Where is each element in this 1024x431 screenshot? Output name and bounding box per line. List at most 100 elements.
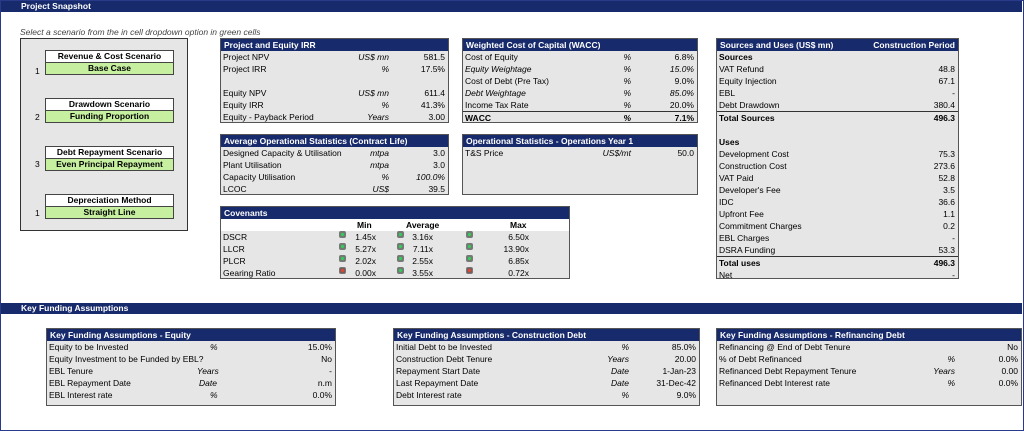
table-row: Equity Weightage% 15.0% [465,64,694,74]
table-row: Plant Utilisation mtpa 3.0 [223,160,445,170]
scenario-index: 3 [35,159,40,169]
table-row: LLCR 5.27x 7.11x 13.90x [223,243,529,254]
panel-title: Covenants [224,208,268,218]
table-row: Equity to be Invested% 15.0% [49,342,332,352]
table-row: Cost of Debt (Pre Tax)% 9.0% [465,76,694,86]
table-row: Debt Drawdown 380.4 [719,100,955,110]
table-row: Debt Interest rate% 9.0% [396,390,696,400]
status-light-icon [339,255,346,262]
table-row: DSCR 1.45x 3.16x 6.50x [223,231,529,242]
scenario-index: 1 [35,208,40,218]
scenario-dropdown-debt-repayment[interactable]: Even Principal Repayment [46,158,173,170]
avg-operational-stats-panel: Average Operational Statistics (Contract… [220,134,449,195]
table-row: Capacity Utilisation% 100.0% [223,172,445,182]
section-header-project-snapshot: Project Snapshot [1,1,1022,12]
sources-uses-panel: Sources and Uses (US$ mn) Construction Pe… [716,38,959,280]
uses-heading: Uses [719,137,740,147]
panel-title: Project and Equity IRR [224,40,316,50]
table-row: T&S Price US$/mt 50.0 [465,148,694,158]
status-light-icon [466,243,473,250]
table-row: EBL Tenure Years - [49,366,332,376]
scenario-dropdown-drawdown[interactable]: Funding Proportion [46,110,173,122]
covenants-panel: Covenants Min Average Max DSCR 1.45x 3.1… [220,206,570,279]
instruction-text: Select a scenario from the in cell dropd… [20,27,261,37]
table-row: EBL Interest rate% 0.0% [49,390,332,400]
table-row: EBL - [719,88,955,98]
scenario-dropdown-revenue[interactable]: Base Case [46,62,173,74]
status-light-icon [397,267,404,274]
table-row: Equity IRR% 41.3% [223,100,445,110]
wacc-panel: Weighted Cost of Capital (WACC) Cost of … [462,38,698,123]
table-row: Upfront Fee 1.1 [719,209,955,219]
table-row: Equity Injection 67.1 [719,76,955,86]
table-row-wacc-total: WACC% 7.1% [463,111,697,123]
scenario-title: Revenue & Cost Scenario [46,51,173,62]
panel-title: Key Funding Assumptions - Construction D… [397,330,587,340]
table-row: Project NPV US$ mn 581.5 [223,52,445,62]
table-row: VAT Refund 48.8 [719,64,955,74]
table-row: VAT Paid 52.8 [719,173,955,183]
table-row: Refinanced Debt Repayment Tenure Years 0.0… [719,366,1018,376]
table-row: Development Cost 75.3 [719,149,955,159]
table-row: EBL Charges - [719,233,955,243]
total-sources-row: Total Sources 496.3 [717,111,958,124]
covenants-header-row: Min Average Max [221,219,569,231]
scenario-index: 2 [35,112,40,122]
panel-title: Average Operational Statistics (Contract… [224,136,408,146]
table-row: % of Debt Refinanced% 0.0% [719,354,1018,364]
panel-title: Sources and Uses (US$ mn) [720,40,834,50]
scenario-title: Depreciation Method [46,195,173,206]
table-row: Refinanced Debt Interest rate% 0.0% [719,378,1018,388]
table-row: Commitment Charges 0.2 [719,221,955,231]
panel-title: Key Funding Assumptions - Equity [50,330,191,340]
table-row: Equity Investment to be Funded by EBL? No [49,354,332,364]
table-row: Equity NPV US$ mn 611.4 [223,88,445,98]
table-row: Repayment Start Date Date 1-Jan-23 [396,366,696,376]
scenario-index: 1 [35,66,40,76]
table-row: LCOC US$ 39.5 [223,184,445,194]
table-row: Construction Cost 273.6 [719,161,955,171]
kfa-equity-panel: Key Funding Assumptions - Equity Equity … [46,328,336,406]
period-header: Construction Period [873,40,955,50]
panel-title: Operational Statistics - Operations Year… [466,136,634,146]
kfa-refinancing-debt-panel: Key Funding Assumptions - Refinancing De… [716,328,1022,406]
scenario-selector-panel: 1 Revenue & Cost Scenario Base Case 2 Dr… [20,38,188,231]
panel-title: Weighted Cost of Capital (WACC) [466,40,601,50]
status-light-icon [339,243,346,250]
status-light-icon [339,267,346,274]
status-light-icon [397,255,404,262]
section-header-key-funding: Key Funding Assumptions [1,303,1022,314]
table-row: Refinancing @ End of Debt Tenure No [719,342,1018,352]
table-row: Cost of Equity% 6.8% [465,52,694,62]
table-row: Income Tax Rate% 20.0% [465,100,694,110]
table-row: Construction Debt Tenure Years 20.00 [396,354,696,364]
scenario-dropdown-depreciation[interactable]: Straight Line [46,206,173,218]
table-row: Developer's Fee 3.5 [719,185,955,195]
table-row: IDC 36.6 [719,197,955,207]
table-row: Gearing Ratio 0.00x 3.55x 0.72x [223,267,529,278]
status-light-icon [466,267,473,274]
scenario-box-drawdown: Drawdown Scenario Funding Proportion [45,98,174,123]
table-row: Equity - Payback Period Years 3.00 [223,112,445,122]
kfa-construction-debt-panel: Key Funding Assumptions - Construction D… [393,328,700,406]
ops-year1-panel: Operational Statistics - Operations Year… [462,134,698,195]
table-row: Designed Capacity & Utilisation mtpa 3.0 [223,148,445,158]
total-uses-row: Total uses 496.3 [717,256,958,269]
table-row: Last Repayment Date Date 31-Dec-42 [396,378,696,388]
scenario-title: Drawdown Scenario [46,99,173,110]
status-light-icon [397,243,404,250]
status-light-icon [339,231,346,238]
panel-title: Key Funding Assumptions - Refinancing De… [720,330,905,340]
table-row: Initial Debt to be Invested% 85.0% [396,342,696,352]
table-row: Project IRR% 17.5% [223,64,445,74]
status-light-icon [466,255,473,262]
net-row: Net - [719,270,955,280]
table-row: PLCR 2.02x 2.55x 6.85x [223,255,529,266]
table-row: Debt Weightage% 85.0% [465,88,694,98]
sources-heading: Sources [719,52,753,62]
irr-panel: Project and Equity IRR Project NPV US$ mn… [220,38,449,123]
table-row: EBL Repayment Date Date n.m [49,378,332,388]
status-light-icon [397,231,404,238]
status-light-icon [466,231,473,238]
table-row: DSRA Funding 53.3 [719,245,955,255]
